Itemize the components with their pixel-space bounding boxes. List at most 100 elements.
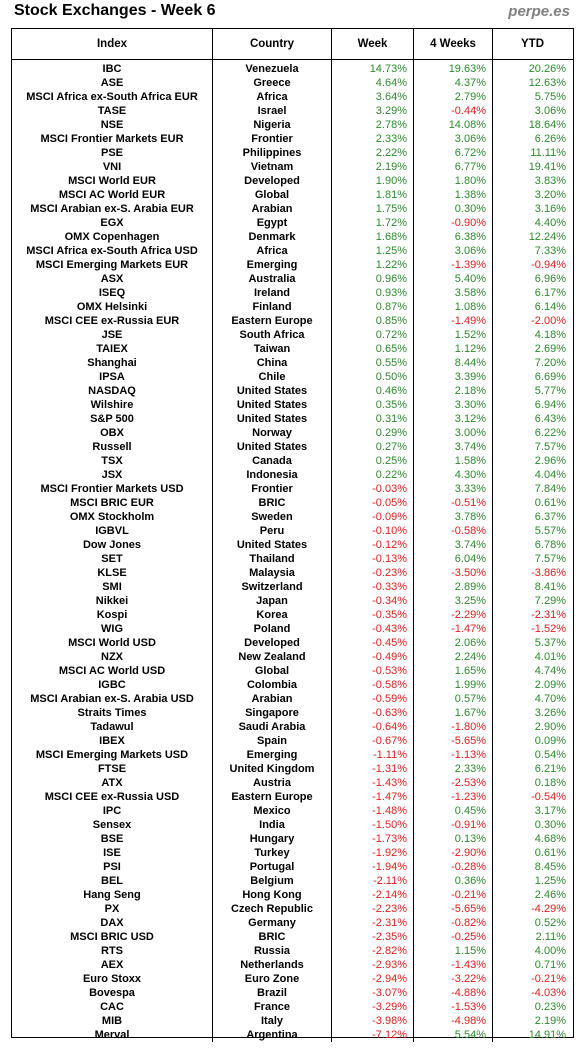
cell-ytd: 14.91% — [528, 1029, 566, 1041]
cell-country: United States — [236, 539, 308, 551]
cell-index: TASE — [97, 105, 127, 117]
cell-ytd: 7.57% — [534, 553, 566, 565]
cell-ytd: 6.26% — [534, 133, 566, 145]
cell-four-weeks: -2.53% — [451, 777, 486, 789]
cell-four-weeks: -1.23% — [451, 791, 486, 803]
cell-ytd: 3.83% — [534, 175, 566, 187]
cell-country: Japan — [256, 595, 288, 607]
cell-country: Emerging — [246, 259, 298, 271]
cell-four-weeks: -0.91% — [451, 819, 486, 831]
cell-ytd: -0.21% — [531, 973, 566, 985]
ytd-column: 20.26% 12.63% 5.75% 3.06% 18.64% 6.26% 11.11% 1… — [493, 60, 572, 1042]
cell-four-weeks: -3.50% — [451, 567, 486, 579]
cell-four-weeks: -5.65% — [451, 735, 486, 747]
cell-country: Germany — [248, 917, 296, 929]
cell-ytd: -2.31% — [531, 609, 566, 621]
index-column: IBC ASE MSCI Africa ex-South Africa EUR TAS… — [12, 60, 213, 1042]
cell-week: -0.63% — [372, 707, 407, 719]
cell-ytd: 5.75% — [534, 91, 566, 103]
cell-index: KLSE — [97, 567, 127, 579]
country-column: Venezuela Greece Africa Israel Nigeria Fronti… — [213, 60, 332, 1042]
cell-ytd: 12.24% — [528, 231, 566, 243]
cell-index: Nikkei — [95, 595, 129, 607]
cell-country: Greece — [253, 77, 291, 89]
cell-week: 0.27% — [375, 441, 407, 453]
cell-four-weeks: 6.38% — [454, 231, 486, 243]
cell-index: BSE — [100, 833, 124, 845]
cell-ytd: 4.18% — [534, 329, 566, 341]
cell-four-weeks: 1.38% — [454, 189, 486, 201]
cell-country: Colombia — [246, 679, 298, 691]
cell-index: MIB — [101, 1015, 123, 1027]
header-week: Week — [332, 29, 414, 59]
cell-week: 1.81% — [375, 189, 407, 201]
cell-four-weeks: -1.80% — [451, 721, 486, 733]
cell-ytd: 4.70% — [534, 693, 566, 705]
cell-four-weeks: 0.36% — [454, 875, 486, 887]
cell-ytd: -2.00% — [531, 315, 566, 327]
cell-country: South Africa — [239, 329, 305, 341]
cell-ytd: 12.63% — [528, 77, 566, 89]
cell-week: 0.87% — [375, 301, 407, 313]
cell-index: Wilshire — [90, 399, 134, 411]
cell-index: Merval — [94, 1029, 130, 1041]
cell-index: MSCI BRIC EUR — [70, 497, 154, 509]
cell-ytd: 19.41% — [528, 161, 566, 173]
table-body: IBC ASE MSCI Africa ex-South Africa EUR TAS… — [12, 60, 573, 1042]
cell-index: BEL — [101, 875, 123, 887]
cell-index: MSCI Africa ex-South Africa USD — [26, 245, 198, 257]
cell-index: SMI — [102, 581, 122, 593]
cell-four-weeks: 1.80% — [454, 175, 486, 187]
cell-index: Bovespa — [89, 987, 135, 999]
cell-week: 0.65% — [375, 343, 407, 355]
cell-ytd: 6.78% — [534, 539, 566, 551]
cell-ytd: 7.33% — [534, 245, 566, 257]
cell-week: -0.09% — [372, 511, 407, 523]
cell-ytd: 0.71% — [534, 959, 566, 971]
cell-ytd: 4.04% — [534, 469, 566, 481]
cell-index: ISE — [103, 847, 121, 859]
cell-week: -0.64% — [372, 721, 407, 733]
cell-four-weeks: -5.65% — [451, 903, 486, 915]
cell-index: IGBC — [98, 679, 126, 691]
cell-country: Peru — [259, 525, 285, 537]
cell-index: MSCI Emerging Markets EUR — [35, 259, 189, 271]
cell-four-weeks: 3.33% — [454, 483, 486, 495]
cell-four-weeks: 19.63% — [448, 63, 486, 75]
cell-index: MSCI CEE ex-Russia EUR — [44, 315, 180, 327]
cell-index: MSCI Arabian ex-S. Arabia USD — [30, 693, 194, 705]
cell-week: -0.12% — [372, 539, 407, 551]
cell-four-weeks: 1.52% — [454, 329, 486, 341]
cell-country: Global — [254, 665, 290, 677]
cell-four-weeks: -1.53% — [451, 1001, 486, 1013]
cell-week: -1.94% — [372, 861, 407, 873]
cell-week: -1.11% — [372, 749, 407, 761]
cell-ytd: 18.64% — [528, 119, 566, 131]
cell-country: Spain — [257, 735, 287, 747]
cell-ytd: 0.61% — [534, 847, 566, 859]
cell-week: -2.94% — [372, 973, 407, 985]
cell-country: Argentina — [246, 1029, 298, 1041]
cell-ytd: 3.16% — [534, 203, 566, 215]
cell-four-weeks: 6.04% — [454, 553, 486, 565]
cell-week: -0.43% — [372, 623, 407, 635]
cell-index: TAIEX — [96, 343, 128, 355]
cell-country: Venezuela — [245, 63, 299, 75]
cell-four-weeks: 3.30% — [454, 399, 486, 411]
cell-week: -0.59% — [372, 693, 407, 705]
cell-index: Tadawul — [90, 721, 134, 733]
cell-four-weeks: 1.99% — [454, 679, 486, 691]
cell-index: JSE — [101, 329, 123, 341]
header-four-weeks: 4 Weeks — [414, 29, 493, 59]
cell-week: 0.29% — [375, 427, 407, 439]
cell-index: MSCI Frontier Markets USD — [40, 483, 184, 495]
cell-four-weeks: 1.15% — [454, 945, 486, 957]
cell-index: MSCI AC World USD — [58, 665, 166, 677]
cell-ytd: -4.29% — [531, 903, 566, 915]
cell-ytd: 7.57% — [534, 441, 566, 453]
cell-index: Dow Jones — [82, 539, 142, 551]
cell-week: -1.92% — [372, 847, 407, 859]
cell-ytd: 7.84% — [534, 483, 566, 495]
cell-week: 3.29% — [375, 105, 407, 117]
cell-ytd: 4.01% — [534, 651, 566, 663]
